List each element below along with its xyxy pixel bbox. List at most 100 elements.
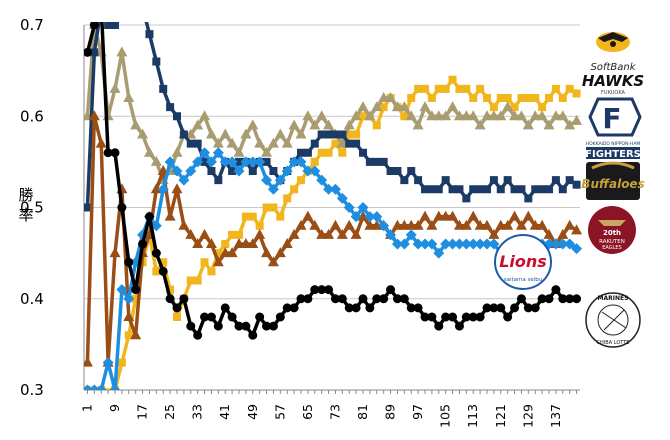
data-point xyxy=(103,148,113,158)
data-point xyxy=(255,221,264,230)
data-point xyxy=(267,137,279,148)
data-point xyxy=(523,303,533,313)
data-point xyxy=(441,84,450,93)
data-point xyxy=(378,92,390,102)
data-point xyxy=(371,101,383,112)
data-point xyxy=(419,210,431,221)
data-point xyxy=(345,139,354,148)
data-point xyxy=(165,294,175,304)
data-point xyxy=(448,185,457,194)
data-point xyxy=(503,94,512,102)
data-point xyxy=(510,103,519,112)
logo-marines: MARINES CHIBA LOTTE xyxy=(585,292,641,348)
data-point xyxy=(205,156,217,168)
data-point xyxy=(247,119,259,130)
data-point xyxy=(564,238,576,250)
data-point xyxy=(166,103,175,112)
data-point xyxy=(130,329,142,340)
data-point xyxy=(557,238,569,250)
data-point xyxy=(282,303,292,313)
data-point xyxy=(515,219,527,230)
data-point xyxy=(462,84,471,93)
data-point xyxy=(558,94,567,102)
eagles-logo-line2: RAKUTEN xyxy=(599,239,625,245)
data-point xyxy=(343,202,355,213)
data-point xyxy=(269,167,278,175)
data-point xyxy=(207,267,216,276)
series-marines xyxy=(84,22,582,340)
fighters-logo-line1: HOKKAIDO NIPPON-HAM xyxy=(586,141,641,147)
data-point xyxy=(398,101,410,112)
data-point xyxy=(166,285,175,294)
data-point xyxy=(386,285,396,295)
data-point xyxy=(426,219,438,230)
data-point xyxy=(538,103,547,112)
data-point xyxy=(545,185,553,194)
data-point xyxy=(427,312,437,322)
data-point xyxy=(565,84,574,93)
data-point xyxy=(364,211,376,223)
data-point xyxy=(84,47,92,57)
data-point xyxy=(295,219,307,230)
data-point xyxy=(530,303,540,313)
data-point xyxy=(453,110,465,121)
data-point xyxy=(474,238,486,250)
data-point xyxy=(193,330,203,340)
data-point xyxy=(469,94,478,102)
data-point xyxy=(468,312,478,322)
data-point xyxy=(192,119,204,130)
data-point xyxy=(89,22,99,30)
data-point xyxy=(138,239,148,249)
data-point xyxy=(489,176,498,185)
data-point xyxy=(200,312,210,322)
data-point xyxy=(164,156,176,168)
data-point xyxy=(483,185,491,194)
data-point xyxy=(488,238,500,250)
data-point xyxy=(309,165,321,177)
data-point xyxy=(399,294,409,304)
data-point xyxy=(467,210,479,221)
data-point xyxy=(359,112,367,121)
data-point xyxy=(267,256,279,267)
data-point xyxy=(95,384,107,390)
data-point xyxy=(455,185,464,194)
x-tick-label: 17 xyxy=(135,404,150,420)
data-point xyxy=(558,185,567,194)
data-point xyxy=(565,294,575,304)
data-point xyxy=(482,303,492,313)
data-point xyxy=(433,210,445,221)
x-tick-label: 33 xyxy=(190,404,205,420)
data-point xyxy=(517,94,526,102)
data-point xyxy=(398,219,410,230)
data-point xyxy=(317,285,327,295)
data-point xyxy=(372,121,381,130)
data-point xyxy=(179,130,188,139)
data-point xyxy=(186,139,195,148)
data-point xyxy=(95,137,107,148)
data-point xyxy=(199,147,211,159)
data-point xyxy=(109,384,121,390)
data-point xyxy=(212,137,224,148)
data-point xyxy=(275,312,285,322)
hawks-bird-icon xyxy=(596,32,630,52)
data-point xyxy=(221,240,230,248)
data-point xyxy=(524,94,533,102)
data-point xyxy=(233,146,245,157)
data-point xyxy=(467,110,479,121)
data-point xyxy=(324,130,333,139)
data-point xyxy=(412,119,424,130)
data-point xyxy=(414,84,423,93)
data-point xyxy=(88,384,100,390)
data-point xyxy=(379,103,388,112)
data-point xyxy=(226,247,238,258)
data-point xyxy=(359,148,367,157)
data-point xyxy=(440,210,452,221)
data-point xyxy=(200,157,209,166)
data-point xyxy=(171,146,183,157)
data-point xyxy=(290,185,299,194)
data-point xyxy=(379,294,389,304)
data-point xyxy=(261,174,273,186)
data-point xyxy=(571,243,583,255)
data-point xyxy=(391,219,403,230)
data-point xyxy=(510,185,519,194)
